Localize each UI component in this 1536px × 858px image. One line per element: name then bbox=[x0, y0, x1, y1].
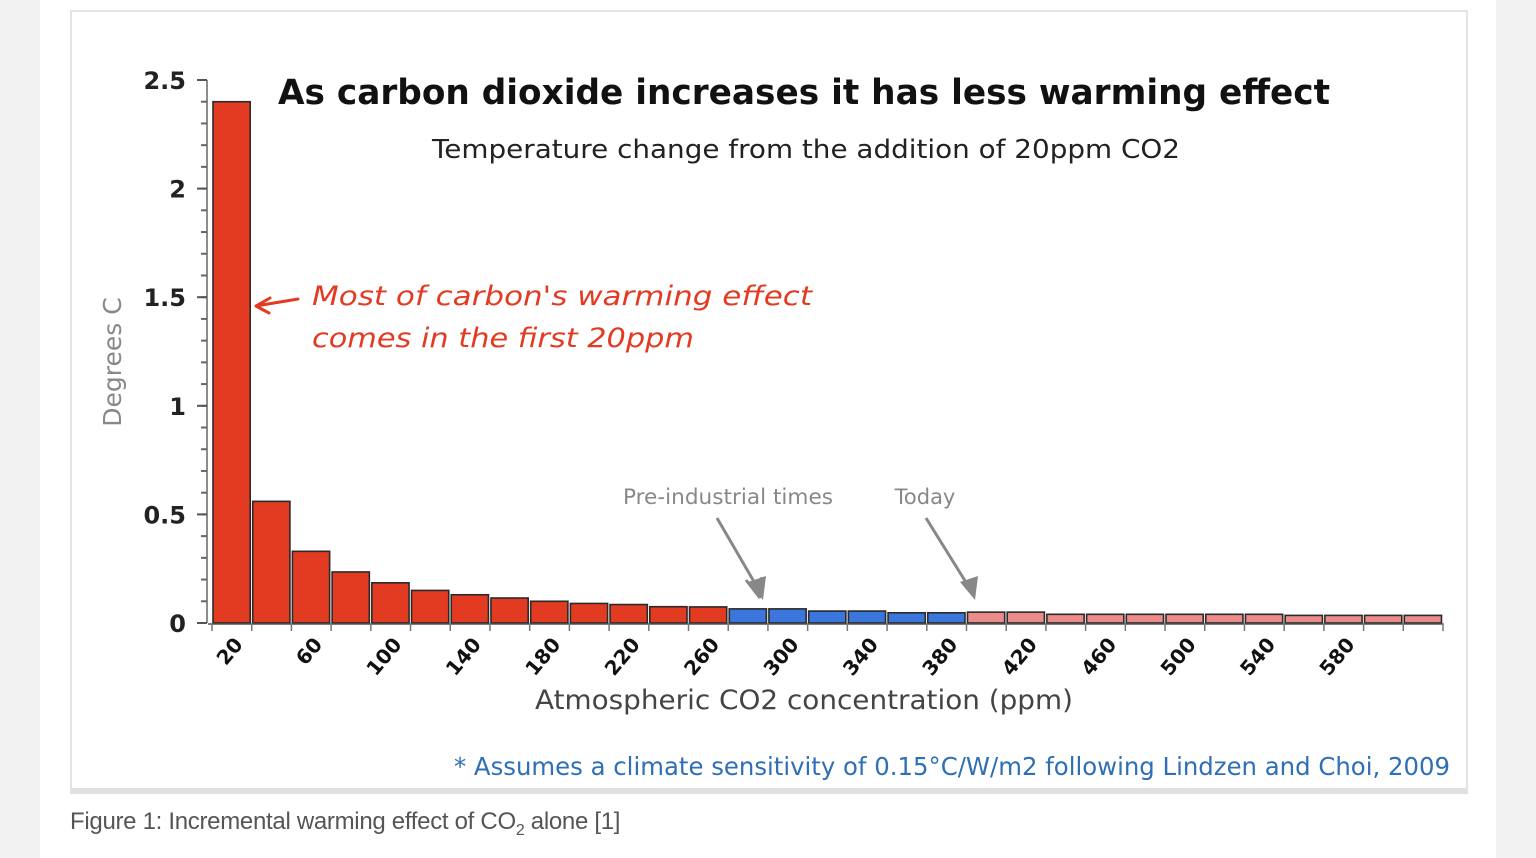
bar-160 bbox=[490, 597, 529, 624]
chart-subtitle: Temperature change from the addition of … bbox=[431, 135, 1180, 165]
x-tick-label: 140 bbox=[441, 633, 486, 680]
figure-box bbox=[70, 10, 1468, 794]
y-tick-label: 0.5 bbox=[143, 501, 186, 529]
y-axis-label: Degrees C bbox=[98, 297, 127, 426]
y-axis: 0 0.5 1 1.5 2 2.5 bbox=[143, 67, 208, 638]
bar-520 bbox=[1204, 613, 1244, 624]
x-tick-label: 420 bbox=[997, 633, 1042, 680]
bar-500 bbox=[1165, 613, 1205, 624]
pre-industrial-label: Pre-industrial times bbox=[623, 485, 833, 509]
x-tick-label: 300 bbox=[758, 633, 803, 680]
bar-120 bbox=[410, 589, 450, 624]
x-axis-label: Atmospheric CO2 concentration (ppm) bbox=[535, 685, 1073, 716]
y-tick-label: 2.5 bbox=[143, 67, 186, 95]
bar-260 bbox=[688, 606, 728, 624]
bar-420 bbox=[1006, 611, 1046, 624]
bar-440 bbox=[1046, 613, 1085, 624]
annotation-line-2: comes in the first 20ppm bbox=[312, 323, 694, 354]
x-tick-label: 20 bbox=[211, 633, 247, 670]
bar-580 bbox=[1324, 614, 1363, 624]
x-tick-label: 380 bbox=[917, 633, 962, 680]
pre-industrial-arrowhead-icon bbox=[748, 576, 766, 600]
x-tick-label: 540 bbox=[1235, 633, 1280, 680]
x-tick-label: 180 bbox=[520, 633, 565, 680]
today-annotation: Today bbox=[894, 485, 978, 600]
bar-620 bbox=[1403, 614, 1443, 624]
y-tick-label: 2 bbox=[169, 176, 186, 204]
pre-industrial-annotation: Pre-industrial times bbox=[623, 485, 833, 600]
today-arrow-icon bbox=[924, 517, 974, 593]
annotation-arrow-icon bbox=[254, 296, 300, 315]
annotation-line-1: Most of carbon's warming effect bbox=[312, 281, 814, 312]
bar-480 bbox=[1125, 613, 1165, 624]
bar-40 bbox=[251, 500, 291, 624]
y-tick-label: 0 bbox=[169, 610, 186, 638]
bar-140 bbox=[450, 593, 490, 624]
co2-warming-chart: As carbon dioxide increases it has less … bbox=[98, 67, 1450, 781]
bar-280 bbox=[728, 608, 768, 624]
bar-220 bbox=[609, 603, 649, 624]
x-tick-label: 220 bbox=[600, 633, 645, 680]
bar-200 bbox=[569, 602, 609, 624]
bar-100 bbox=[371, 582, 410, 624]
bar-80 bbox=[331, 571, 371, 624]
x-tick-label: 580 bbox=[1314, 633, 1359, 680]
bar-60 bbox=[291, 550, 331, 624]
bar-180 bbox=[529, 600, 569, 624]
caption-text: Figure 1: Incremental warming effect of … bbox=[70, 808, 516, 835]
bar-540 bbox=[1244, 613, 1284, 624]
bar-600 bbox=[1363, 614, 1403, 624]
chart-title: As carbon dioxide increases it has less … bbox=[278, 73, 1330, 113]
caption-suffix: alone [1] bbox=[524, 808, 621, 835]
y-tick-label: 1 bbox=[169, 393, 186, 421]
figure-caption: Figure 1: Incremental warming effect of … bbox=[70, 808, 620, 840]
bar-380 bbox=[926, 611, 966, 624]
bar-340 bbox=[847, 610, 887, 624]
bar-400 bbox=[966, 611, 1006, 624]
bars bbox=[208, 100, 1443, 625]
today-arrowhead-icon bbox=[960, 576, 978, 600]
bar-300 bbox=[768, 608, 807, 624]
caption-subscript: 2 bbox=[515, 821, 525, 839]
x-tick-label: 500 bbox=[1155, 633, 1200, 680]
x-tick-label: 100 bbox=[361, 633, 406, 680]
x-tick-label: 260 bbox=[679, 633, 724, 680]
bar-560 bbox=[1284, 614, 1324, 624]
x-tick-label: 340 bbox=[838, 633, 883, 680]
bar-460 bbox=[1085, 613, 1125, 624]
x-tick-label: 60 bbox=[291, 633, 327, 670]
bar-320 bbox=[807, 610, 847, 624]
x-axis-ticks: 20 60 100 140 180 220 260 300 340 380 420 460 500 540… bbox=[211, 623, 1444, 680]
x-tick-label: 460 bbox=[1076, 633, 1121, 680]
chart-footnote: * Assumes a climate sensitivity of 0.15°… bbox=[454, 752, 1450, 781]
bar-360 bbox=[887, 611, 927, 624]
y-tick-label: 1.5 bbox=[143, 284, 186, 312]
bar-240 bbox=[649, 605, 688, 624]
today-label: Today bbox=[894, 485, 956, 509]
first-20ppm-annotation: Most of carbon's warming effect comes in… bbox=[254, 281, 814, 354]
bar-20 bbox=[212, 100, 252, 624]
